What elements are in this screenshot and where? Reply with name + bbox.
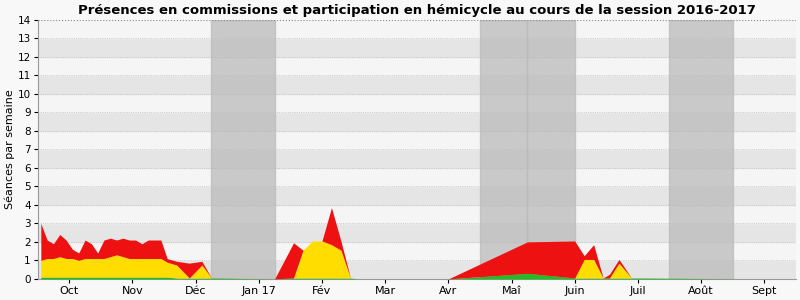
Bar: [480, 20, 527, 279]
Bar: [38, 168, 796, 186]
Bar: [670, 20, 733, 279]
Bar: [38, 94, 796, 112]
Bar: [38, 75, 796, 94]
Y-axis label: Séances par semaine: Séances par semaine: [4, 89, 14, 209]
Bar: [38, 186, 796, 205]
Bar: [38, 260, 796, 279]
Bar: [527, 20, 574, 279]
Title: Présences en commissions et participation en hémicycle au cours de la session 20: Présences en commissions et participatio…: [78, 4, 756, 17]
Bar: [38, 38, 796, 57]
Bar: [38, 20, 796, 38]
Bar: [38, 57, 796, 75]
Bar: [38, 224, 796, 242]
Bar: [38, 242, 796, 260]
Bar: [38, 112, 796, 131]
Bar: [211, 20, 274, 279]
Bar: [38, 131, 796, 149]
Bar: [38, 149, 796, 168]
Bar: [38, 205, 796, 224]
